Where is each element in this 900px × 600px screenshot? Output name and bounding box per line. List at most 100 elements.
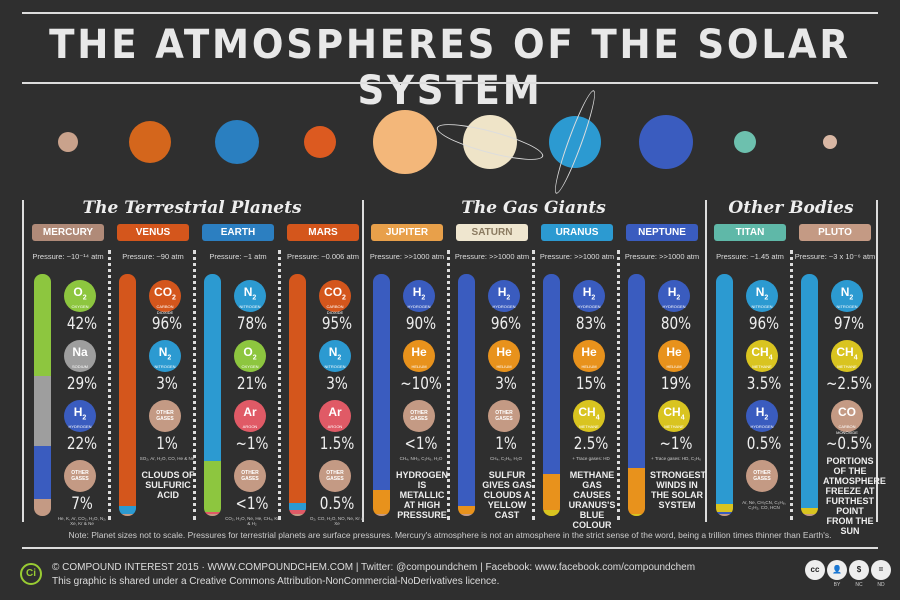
gas-subscript: 2 xyxy=(342,294,346,302)
bar-segment xyxy=(373,514,390,516)
gas-name: ARGON xyxy=(327,424,343,430)
column-mars: MARS Pressure: ~0.006 atm CO2 CARBON DIOXI… xyxy=(283,222,364,526)
gas-subscript: 2 xyxy=(252,354,257,362)
gas-badge: Ar ARGON xyxy=(319,400,351,432)
footnote: Note: Planet sizes not to scale. Pressur… xyxy=(68,530,832,540)
bar-segment xyxy=(289,514,306,516)
trace-gases: CO₂, H₂O, Ne, He, CH₄, Kr & H₂ xyxy=(225,516,279,526)
planet-label: MARS xyxy=(287,224,359,241)
composition-bar xyxy=(716,274,733,516)
gas-percent: ~10% xyxy=(400,374,442,394)
gas-symbol: OTHER GASES xyxy=(241,470,259,482)
gas-badge: N2 NITROGEN xyxy=(831,280,863,312)
gas-symbol: CH xyxy=(578,405,596,419)
gas-symbol: Ar xyxy=(243,405,257,419)
bar-segment xyxy=(458,506,475,514)
gas-percent: 96% xyxy=(151,314,183,334)
gas-symbol: OTHER GASES xyxy=(495,410,513,422)
footer-credits: © COMPOUND INTEREST 2015 · WWW.COMPOUNDC… xyxy=(52,562,696,573)
bar-segment xyxy=(34,445,51,500)
gas-symbol: He xyxy=(666,345,682,359)
gas-name: HELIUM xyxy=(496,364,512,370)
bar-segment xyxy=(801,514,818,516)
gas-symbol: H xyxy=(582,285,592,299)
bar-segment xyxy=(289,274,306,504)
planet-pluto xyxy=(823,135,837,149)
gas-badge: OTHER GASES xyxy=(234,460,266,492)
gas-badge: OTHER GASES xyxy=(149,400,181,432)
gas-subscript: 2 xyxy=(337,354,342,362)
gas-badge: Ar ARGON xyxy=(234,400,266,432)
gas-badge: CO2 CARBON DIOXIDE xyxy=(319,280,351,315)
composition-bar xyxy=(543,274,560,516)
cc-nc-icon: $ xyxy=(849,560,869,580)
gas-percent: 3% xyxy=(495,374,517,394)
column-saturn: SATURN Pressure: >>1000 atm H2 HYDROGEN 96… xyxy=(452,222,532,522)
gas-name: HYDROGEN xyxy=(662,304,686,310)
gas-name: SODIUM xyxy=(72,364,88,370)
gas-symbol: OTHER GASES xyxy=(326,470,344,482)
bar-segment xyxy=(716,503,733,513)
gas-name: HYDROGEN xyxy=(68,424,92,430)
gas-percent: 1% xyxy=(495,434,517,454)
trace-gases: + Trace gases: HD xyxy=(572,456,610,461)
footer-rule xyxy=(22,547,878,549)
gas-symbol: CO xyxy=(154,285,173,299)
gas-name: METHANE xyxy=(837,364,857,370)
gas-percent: 78% xyxy=(236,314,268,334)
gas-percent: 22% xyxy=(66,434,98,454)
gas-subscript: 2 xyxy=(591,294,596,302)
gas-percent: 96% xyxy=(748,314,780,334)
gas-percent: 15% xyxy=(575,374,607,394)
column-uranus: URANUS Pressure: >>1000 atm H2 HYDROGEN 83… xyxy=(537,222,617,530)
trace-gases: SO₂, Ar, H₂O, CO, He & Ne xyxy=(139,456,195,461)
column-earth: EARTH Pressure: ~1 atm N2 NITROGEN 78% O2 OX… xyxy=(198,222,279,526)
composition-bar xyxy=(458,274,475,516)
gas-percent: ~0.5% xyxy=(826,434,872,454)
gas-percent: 95% xyxy=(321,314,353,334)
gas-badge: N2 NITROGEN xyxy=(234,280,266,312)
trace-gases: He, K, Ar, CO₂, H₂O, N₂, Xe, Kr & Ne xyxy=(57,516,107,526)
gas-badge: N2 NITROGEN xyxy=(746,280,778,312)
gas-percent: 90% xyxy=(405,314,437,334)
bar-segment xyxy=(801,508,818,515)
gas-symbol: CO xyxy=(324,285,343,299)
gas-percent: 1.5% xyxy=(319,434,355,454)
cc-nd-label: ND xyxy=(877,582,885,588)
gas-subscript: 2 xyxy=(82,294,87,302)
dotted-separator xyxy=(617,250,620,520)
gas-symbol: CO xyxy=(838,405,856,419)
bar-segment xyxy=(204,511,221,515)
gas-subscript: 2 xyxy=(82,414,87,422)
bar-segment xyxy=(373,274,390,491)
gas-subscript: 4 xyxy=(595,414,600,422)
column-venus: VENUS Pressure: ~90 atm CO2 CARBON DIOXIDE… xyxy=(113,222,195,522)
gas-name: OXYGEN xyxy=(241,364,259,370)
bar-segment xyxy=(543,274,560,474)
gas-name: ARGON xyxy=(242,424,258,430)
gas-symbol: OTHER GASES xyxy=(156,410,174,422)
cc-by-icon: 👤 xyxy=(827,560,847,580)
gas-percent: <1% xyxy=(235,494,269,514)
gas-name: NITROGEN xyxy=(154,364,176,370)
gas-symbol: N xyxy=(158,345,168,359)
gas-name: HELIUM xyxy=(581,364,597,370)
gas-symbol: CH xyxy=(751,345,769,359)
gas-symbol: O xyxy=(243,345,253,359)
gas-badge: CH4 METHANE xyxy=(658,400,690,432)
gas-subscript: 4 xyxy=(853,354,858,362)
planet-earth xyxy=(215,120,259,164)
divider xyxy=(705,200,707,522)
gas-subscript: 4 xyxy=(680,414,685,422)
pressure-label: Pressure: >>1000 atm xyxy=(369,252,445,261)
gas-subscript: 2 xyxy=(764,414,769,422)
planet-neptune xyxy=(639,115,693,169)
pressure-label: Pressure: >>1000 atm xyxy=(539,252,615,261)
pressure-label: Pressure: ~1.45 atm xyxy=(716,252,784,261)
bar-segment xyxy=(458,274,475,507)
gas-name: HYDROGEN xyxy=(492,304,516,310)
column-jupiter: JUPITER Pressure: >>1000 atm H2 HYDROGEN 9… xyxy=(367,222,448,522)
gas-badge: He HELIUM xyxy=(658,340,690,372)
bar-segment xyxy=(289,503,306,511)
gas-badge: He HELIUM xyxy=(573,340,605,372)
